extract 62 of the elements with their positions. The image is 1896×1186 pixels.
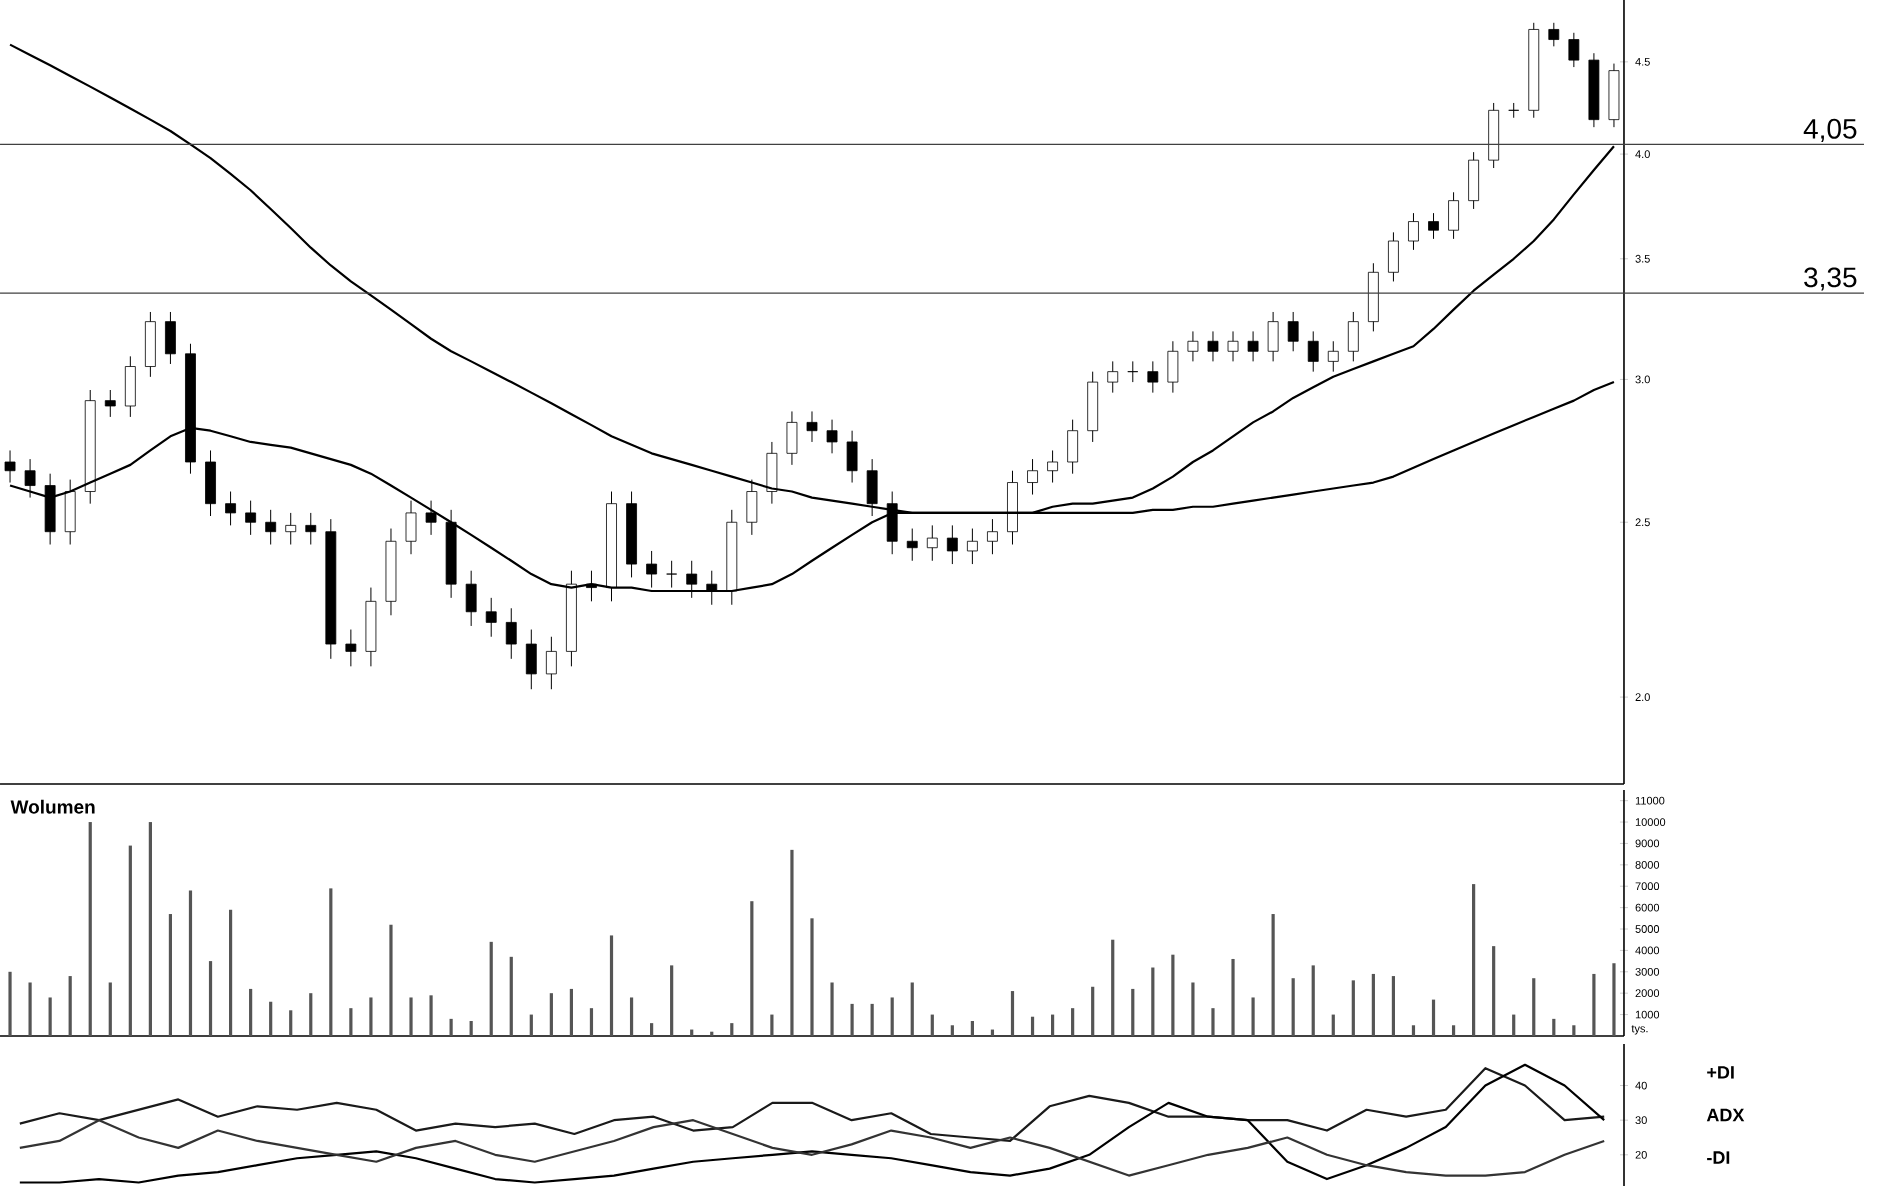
candlestick [285, 512, 297, 546]
candlestick [926, 524, 938, 562]
candlestick [1247, 330, 1259, 362]
candlestick [1107, 360, 1119, 394]
candlestick [104, 389, 116, 418]
candlestick [1027, 458, 1038, 496]
candlestick [966, 528, 978, 565]
candlestick [1448, 191, 1459, 240]
candlestick [1568, 32, 1580, 68]
ref-line-label: 4,05 [1803, 118, 1857, 142]
candlestick [1047, 449, 1058, 484]
candlestick [345, 629, 357, 667]
candlestick [225, 491, 236, 526]
candlestick [505, 607, 517, 660]
candlestick [766, 441, 778, 505]
candlestick [1468, 151, 1480, 210]
candlestick [485, 597, 497, 638]
candlestick [525, 629, 537, 690]
candlestick [205, 449, 216, 517]
candlestick [24, 458, 36, 499]
ref-line-label: 3,35 [1804, 267, 1857, 291]
candlestick [1067, 419, 1079, 475]
candlestick [425, 500, 437, 536]
candlestick [1388, 231, 1399, 282]
candlestick [465, 570, 477, 627]
candlestick [1267, 311, 1279, 362]
candlestick [165, 311, 176, 365]
candlestick [265, 509, 277, 546]
candlestick [1187, 330, 1199, 362]
candlestick [545, 636, 557, 690]
candlestick [124, 355, 136, 418]
candlestick [1508, 102, 1520, 119]
candlestick [1548, 22, 1560, 47]
text: ADX [1706, 1108, 1745, 1122]
candlestick [1127, 360, 1139, 383]
candlestick [946, 524, 958, 565]
candlestick [1147, 360, 1159, 394]
candlestick [846, 430, 858, 484]
candlestick [64, 479, 76, 546]
candlestick [987, 518, 998, 555]
candlestick [1307, 330, 1319, 373]
candlestick [305, 512, 317, 546]
candlestick [1227, 330, 1239, 362]
candlestick [144, 311, 156, 378]
candlestick [806, 410, 818, 443]
text: -DI [1707, 1151, 1730, 1164]
text: +DI [1707, 1066, 1734, 1079]
candlestick [1347, 311, 1359, 362]
candlestick [1207, 330, 1219, 362]
candlestick [906, 528, 918, 562]
candlestick [245, 500, 257, 536]
line-series [18, 1063, 1606, 1184]
candlestick [826, 419, 838, 454]
candlestick [1327, 340, 1339, 373]
candlestick [786, 410, 798, 466]
chart-title: Wolumen [10, 799, 95, 814]
candlestick [1167, 340, 1179, 394]
candlestick [405, 500, 417, 555]
candlestick [1287, 311, 1299, 352]
candlestick [44, 473, 56, 546]
candlestick [1408, 212, 1419, 251]
candlestick [1428, 212, 1439, 240]
